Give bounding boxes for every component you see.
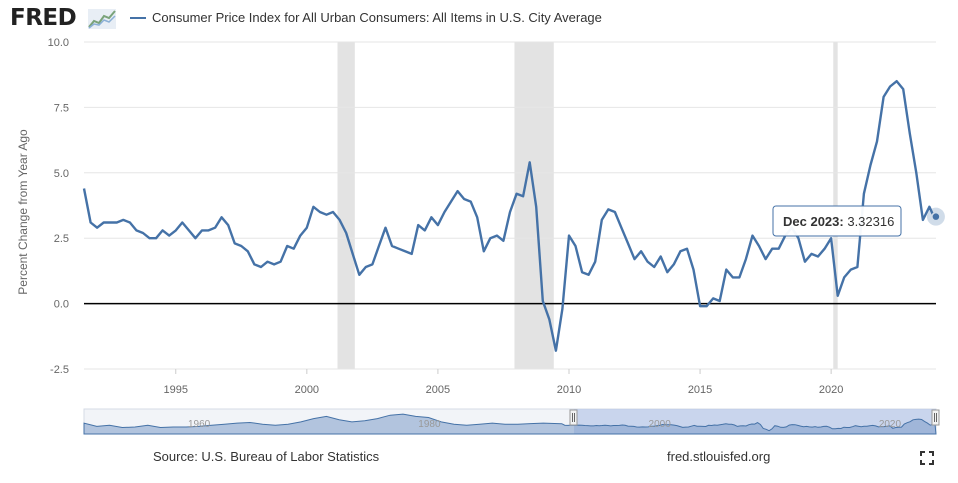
y-tick-label: -2.5 — [50, 364, 69, 376]
navigator-tick-label: 1960 — [188, 419, 211, 430]
navigator-tick-label: 1980 — [418, 419, 441, 430]
y-tick-label: 0.0 — [54, 299, 69, 311]
x-tick-label: 2015 — [688, 384, 712, 396]
fred-logo-text: FRED — [10, 5, 77, 31]
legend-series-name: Consumer Price Index for All Urban Consu… — [152, 10, 602, 25]
source-text: Source: U.S. Bureau of Labor Statistics — [153, 449, 380, 464]
navigator-series-area — [83, 413, 937, 435]
fullscreen-icon[interactable] — [920, 451, 934, 465]
recession-band-1 — [514, 42, 554, 369]
y-axis-label: Percent Change from Year Ago — [16, 129, 30, 295]
tooltip-box — [772, 205, 902, 237]
navigator-tick-label: 2020 — [879, 419, 902, 430]
x-tick-label: 2000 — [295, 384, 319, 396]
legend-swatch — [130, 16, 146, 19]
navigator[interactable]: 1960 1980 2000 2020 — [83, 408, 940, 435]
x-tick-label: 1995 — [164, 384, 188, 396]
x-tick-label: 2010 — [557, 384, 581, 396]
y-tick-label: 5.0 — [54, 168, 69, 180]
fred-graph-icon — [88, 9, 116, 29]
legend[interactable]: Consumer Price Index for All Urban Consu… — [130, 4, 602, 32]
header: FRED Consumer Price Index for All Urban … — [10, 4, 950, 32]
x-tick-label: 2020 — [819, 384, 843, 396]
navigator-ticks: 1960 1980 2000 2020 — [188, 419, 901, 430]
navigator-handle-right[interactable] — [931, 409, 940, 426]
tooltip-value: 3.32316 — [847, 214, 894, 229]
x-axis-ticks: 1995 2000 2005 2010 2015 2020 — [164, 369, 843, 396]
x-tick-label: 2005 — [426, 384, 450, 396]
recession-band-0 — [337, 42, 355, 369]
navigator-tick-label: 2000 — [649, 419, 672, 430]
recession-bands — [337, 42, 838, 369]
svg-text:Dec 2023: 3.32316: Dec 2023: 3.32316 — [783, 214, 894, 229]
navigator-handle-left[interactable] — [569, 409, 578, 426]
y-tick-label: 10.0 — [48, 37, 69, 49]
tooltip-label: Dec 2023 — [783, 214, 839, 229]
tooltip: Dec 2023: 3.32316 — [772, 205, 902, 237]
fred-url-link[interactable]: fred.stlouisfed.org — [667, 449, 771, 464]
y-axis-ticks: 10.0 7.5 5.0 2.5 0.0 -2.5 — [48, 37, 69, 376]
series-end-halo — [926, 207, 945, 226]
y-tick-label: 7.5 — [54, 102, 69, 114]
y-tick-label: 2.5 — [54, 233, 69, 245]
fred-logo[interactable]: FRED — [10, 4, 77, 32]
series-end-marker[interactable] — [931, 211, 941, 222]
